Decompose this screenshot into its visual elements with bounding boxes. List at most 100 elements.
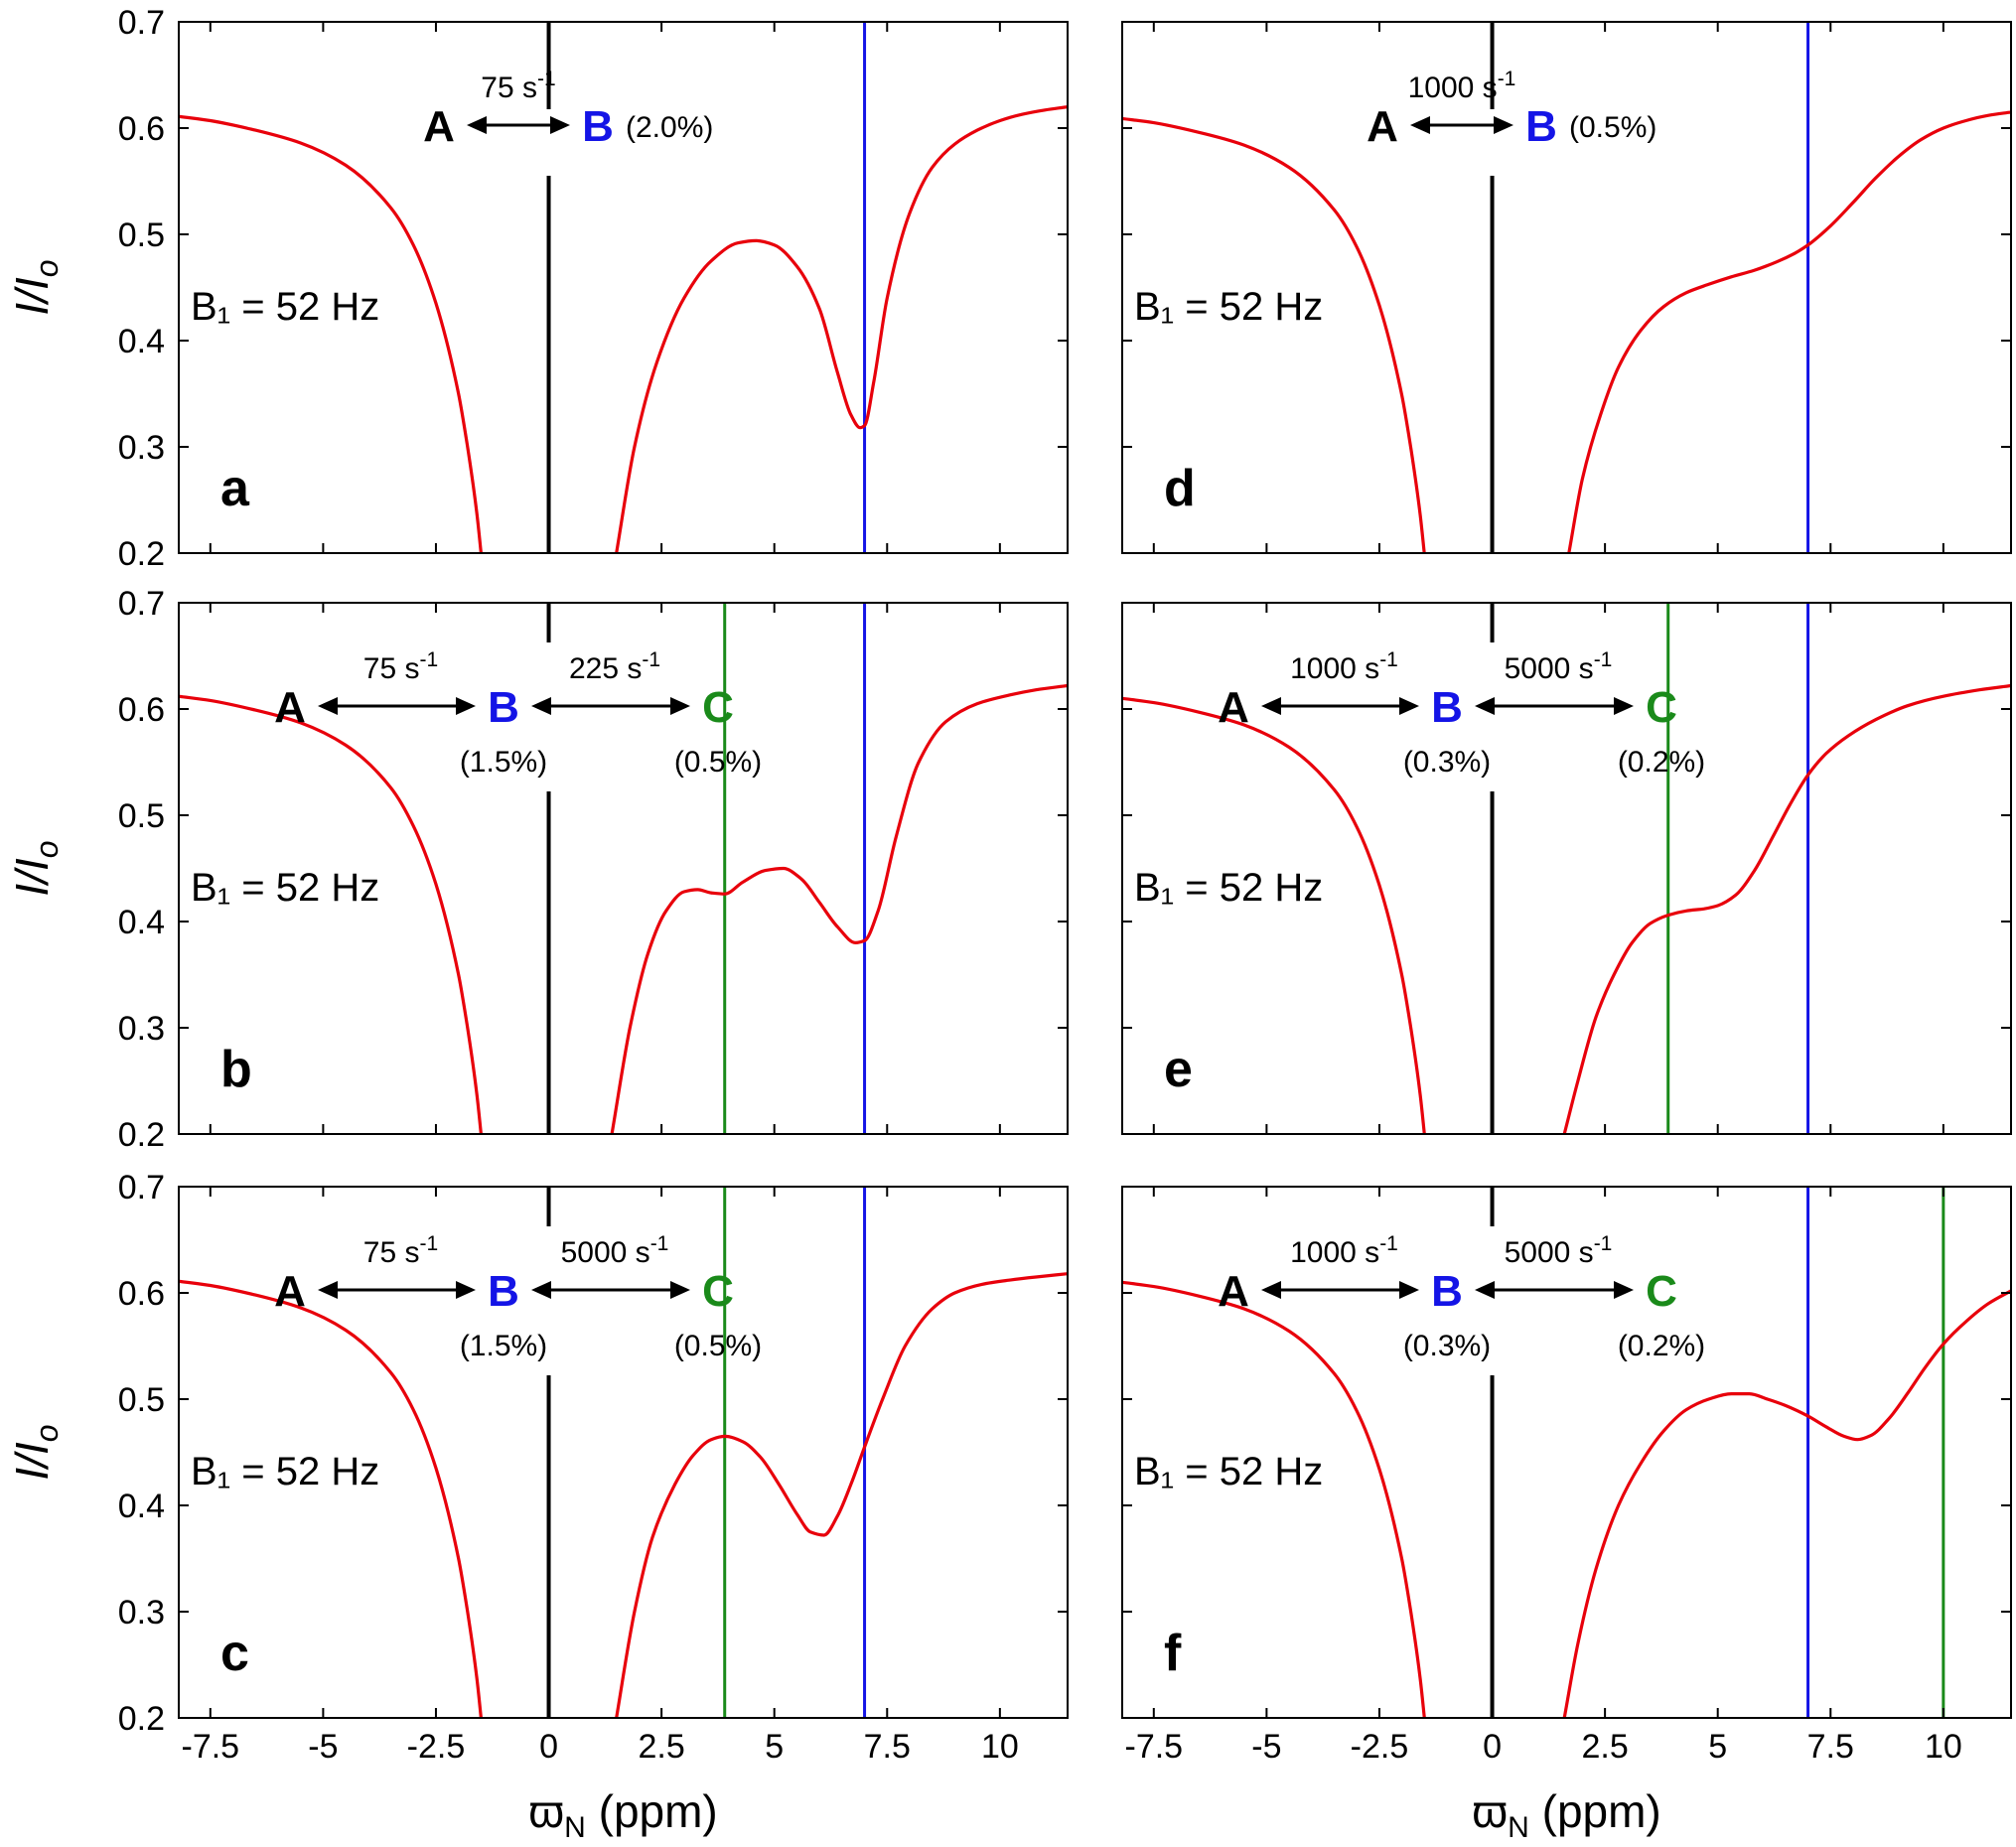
y-axis-title: I/Io [6, 1424, 65, 1480]
b1-label: B₁ = 52 Hz [191, 866, 379, 910]
b1-label: B₁ = 52 Hz [1134, 285, 1323, 329]
y-axis-title: I/Io [6, 259, 65, 315]
x-tick-label: -7.5 [182, 1728, 240, 1766]
state-B: B [1525, 102, 1557, 151]
plot-frame [178, 602, 1069, 1135]
rate-AB: 75 s-1 [363, 648, 438, 685]
pop-C: (0.5%) [674, 1330, 762, 1362]
state-A: A [423, 102, 455, 151]
pop-C: (0.2%) [1618, 746, 1705, 779]
panel-c: 0.2 0.3 0.4 0.5 0.6 0.7 -7.5 -5 -2.5 0 2.5 5 7.5 10 I/… [6, 1169, 1069, 1844]
exchange-scheme: A B C 1000 s-1 5000 s-1 (0.3%) (0.2%) [1218, 1232, 1705, 1362]
y-tick-label: 0.2 [118, 1116, 165, 1154]
y-tick-label: 0.2 [118, 535, 165, 573]
arrow-AB-head-right [1399, 697, 1419, 715]
exchange-scheme: A B 75 s-1 (2.0%) [423, 68, 713, 151]
pop-C: (0.2%) [1618, 1330, 1705, 1362]
curve-left [179, 114, 483, 553]
y-tick-label: 0.4 [118, 1488, 165, 1525]
state-C: C [1646, 683, 1677, 732]
curve-right [1562, 1289, 2011, 1718]
curve-right [615, 105, 1068, 553]
rate-BC: 5000 s-1 [1505, 648, 1613, 685]
state-B: B [488, 1267, 519, 1316]
plot-frame [178, 1186, 1069, 1719]
pop-B: (1.5%) [460, 746, 547, 779]
b1-label: B₁ = 52 Hz [1134, 866, 1323, 910]
x-tick-label: -2.5 [407, 1728, 466, 1766]
x-tick-label: 0 [539, 1728, 558, 1766]
panel-a: 0.2 0.3 0.4 0.5 0.6 0.7 I/Io B₁ = 52 Hz a A B 75 s-… [6, 4, 1069, 573]
arrow-AB-head-right [1494, 116, 1513, 134]
arrow-BC-head-left [531, 1281, 551, 1299]
b1-label: B₁ = 52 Hz [191, 1450, 379, 1493]
plot-frame [1121, 21, 2012, 554]
pop-B: (0.3%) [1403, 746, 1491, 779]
rate-BC: 5000 s-1 [1505, 1232, 1613, 1269]
curve-left [179, 1279, 483, 1718]
x-tick-label: 0 [1483, 1728, 1502, 1766]
curve-right [610, 683, 1068, 1134]
x-tick-label: 7.5 [864, 1728, 911, 1766]
arrow-AB-head-left [318, 1281, 338, 1299]
y-tick-label: 0.3 [118, 429, 165, 467]
y-tick-label: 0.4 [118, 323, 165, 360]
state-A: A [1218, 1267, 1249, 1316]
y-tick-label: 0.7 [118, 1169, 165, 1207]
curve-left [1122, 1280, 1426, 1718]
panel-letter: a [220, 460, 250, 517]
rate-AB: 1000 s-1 [1290, 1232, 1398, 1269]
x-tick-label: -2.5 [1351, 1728, 1409, 1766]
rate-AB: 1000 s-1 [1290, 648, 1398, 685]
arrow-AB-head-right [550, 116, 570, 134]
x-tick-label: -5 [308, 1728, 338, 1766]
pop-B: (1.5%) [460, 1330, 547, 1362]
x-axis-title: ϖN (ppm) [1472, 1785, 1661, 1844]
arrow-BC-head-right [670, 697, 690, 715]
panel-letter: d [1164, 460, 1196, 517]
x-tick-label: -7.5 [1125, 1728, 1184, 1766]
x-tick-label: 2.5 [638, 1728, 684, 1766]
rate-AB: 1000 s-1 [1408, 68, 1516, 104]
y-tick-label: 0.4 [118, 904, 165, 941]
y-axis-title: I/Io [6, 840, 65, 896]
arrow-AB-head-left [1261, 1281, 1281, 1299]
curve-right [1567, 110, 2011, 553]
b1-label: B₁ = 52 Hz [1134, 1450, 1323, 1493]
state-A: A [1218, 683, 1249, 732]
arrow-BC-head-left [531, 697, 551, 715]
arrow-BC-head-left [1475, 1281, 1495, 1299]
plot-frame [1121, 602, 2012, 1135]
y-tick-label: 0.7 [118, 585, 165, 623]
plot-frame [1121, 1186, 2012, 1719]
arrow-BC-head-left [1475, 697, 1495, 715]
arrow-AB-head-right [456, 1281, 476, 1299]
arrow-BC-head-right [670, 1281, 690, 1299]
curve-left [179, 694, 483, 1134]
rate-BC: 225 s-1 [569, 648, 660, 685]
rate-BC: 5000 s-1 [561, 1232, 669, 1269]
arrow-AB-head-right [1399, 1281, 1419, 1299]
x-tick-label: -5 [1251, 1728, 1281, 1766]
y-tick-label: 0.5 [118, 1381, 165, 1419]
state-B: B [488, 683, 519, 732]
exchange-scheme: A B C 75 s-1 5000 s-1 (1.5%) (0.5%) [274, 1232, 762, 1362]
arrow-AB-head-left [1261, 697, 1281, 715]
pop-C: (0.5%) [674, 746, 762, 779]
rate-AB: 75 s-1 [481, 68, 555, 104]
state-B: B [1431, 1267, 1463, 1316]
x-tick-label: 5 [1708, 1728, 1727, 1766]
arrow-AB-head-left [318, 697, 338, 715]
y-tick-label: 0.5 [118, 797, 165, 835]
state-B: B [582, 102, 614, 151]
y-tick-label: 0.7 [118, 4, 165, 42]
rate-AB: 75 s-1 [363, 1232, 438, 1269]
y-tick-label: 0.3 [118, 1594, 165, 1632]
state-A: A [274, 683, 306, 732]
panel-letter: c [220, 1625, 249, 1682]
panel-e: B₁ = 52 Hz e A B C 1000 s-1 5000 s-1 (0.3%) (0.2… [1121, 602, 2012, 1135]
arrow-AB-head-left [467, 116, 487, 134]
arrow-AB-head-left [1410, 116, 1430, 134]
